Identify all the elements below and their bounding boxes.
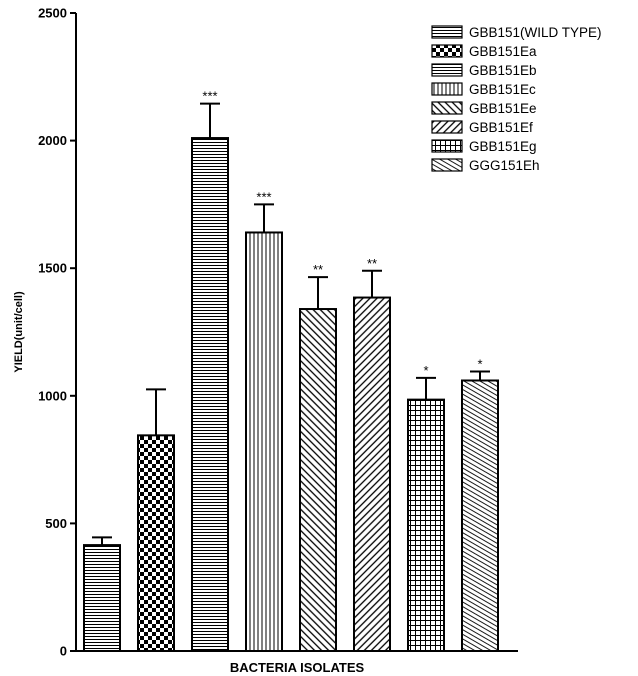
legend-label-6: GBB151Ef — [469, 120, 533, 135]
legend: GBB151(WILD TYPE) GBB151Ea GBB151Eb GBB151E… — [431, 25, 602, 173]
significance-label-8: * — [477, 357, 482, 372]
significance-label-6: ** — [367, 256, 377, 271]
legend-swatch-8 — [431, 158, 463, 172]
bar-8 — [461, 379, 499, 652]
y-ticks: 0 500 1000 1500 2000 2500 — [38, 6, 76, 659]
error-bars — [92, 102, 490, 546]
bar-6 — [353, 296, 391, 652]
y-axis-title: YIELD(unit/cell) — [13, 291, 25, 373]
legend-swatch-5 — [431, 101, 463, 115]
legend-swatch-4 — [431, 82, 463, 96]
legend-swatch-7 — [431, 139, 463, 153]
legend-swatch-3 — [431, 63, 463, 77]
legend-label-7: GBB151Eg — [469, 139, 537, 154]
legend-label-4: GBB151Ec — [469, 82, 536, 97]
legend-swatch-6 — [431, 120, 463, 134]
legend-label-3: GBB151Eb — [469, 63, 537, 78]
bar-2 — [137, 434, 175, 652]
y-tick-label: 1000 — [38, 388, 67, 403]
x-axis-title: BACTERIA ISOLATES — [230, 660, 365, 675]
y-tick-label: 2000 — [38, 133, 67, 148]
bar-1 — [83, 544, 121, 652]
y-tick-label: 500 — [45, 516, 67, 531]
y-tick-label: 0 — [60, 644, 67, 659]
significance-label-3: *** — [202, 89, 217, 104]
legend-label-8: GGG151Eh — [469, 158, 540, 173]
bar-4 — [245, 231, 283, 653]
bar-7 — [407, 398, 445, 652]
significance-label-5: ** — [313, 262, 323, 277]
legend-swatch-2 — [431, 44, 463, 58]
significance-label-4: *** — [256, 189, 271, 204]
legend-label-2: GBB151Ea — [469, 44, 537, 59]
legend-label-5: GBB151Ee — [469, 101, 537, 116]
bar-3 — [191, 137, 229, 653]
bar-5 — [299, 308, 337, 652]
legend-swatch-1 — [431, 25, 463, 39]
bars — [83, 137, 499, 653]
y-tick-label: 2500 — [38, 6, 67, 21]
legend-label-1: GBB151(WILD TYPE) — [469, 25, 602, 40]
significance-label-7: * — [423, 363, 428, 378]
y-tick-label: 1500 — [38, 261, 67, 276]
significance-labels: ******** *** * — [202, 89, 482, 378]
